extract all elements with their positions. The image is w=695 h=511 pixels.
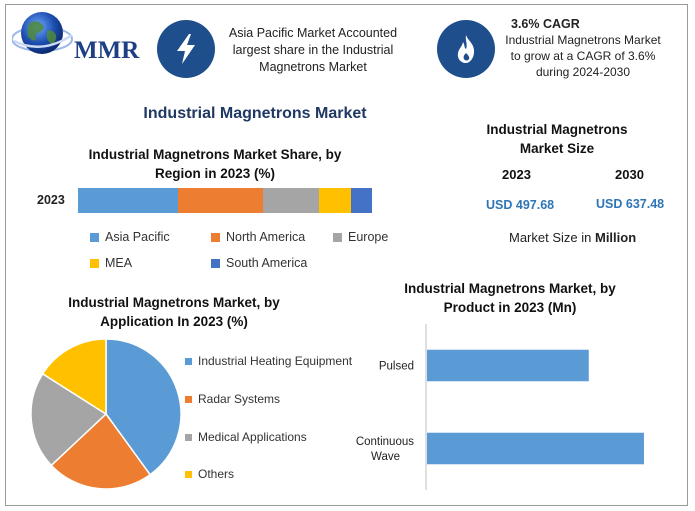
product-label-continuous-wave: Continuous Wave <box>356 436 414 463</box>
pie-slice-radar-systems <box>50 412 152 490</box>
legend-label: Asia Pacific <box>105 230 170 244</box>
legend-label: Others <box>198 467 235 481</box>
info1-line1: Asia Pacific Market Accounted <box>228 26 398 40</box>
application-title-line2: Application In 2023 (%) <box>100 314 248 329</box>
application-legend-medical-applications: Medical Applications <box>185 430 307 444</box>
legend-label: Radar Systems <box>198 392 281 406</box>
main-title: Industrial Magnetrons Market <box>143 105 367 122</box>
globe-icon <box>11 12 73 54</box>
market-size-note: Market Size in Million <box>509 230 636 245</box>
region-segment-north-america <box>177 188 264 213</box>
product-title-line1: Industrial Magnetrons Market, by <box>404 281 616 296</box>
legend-label: Medical Applications <box>198 430 307 444</box>
cagr-info: 3.6% CAGR Industrial Magnetrons Market t… <box>497 16 669 80</box>
info2-line1: Industrial Magnetrons Market <box>505 33 661 47</box>
lightning-icon <box>157 20 215 78</box>
product-bar-chart: Pulsed Continuous Wave <box>356 324 644 490</box>
info1-line2: largest share in the Industrial <box>232 43 394 57</box>
legend-label: North America <box>226 230 306 244</box>
legend-label: Europe <box>348 230 389 244</box>
legend-swatch <box>211 232 220 242</box>
pie-slice-medical-applications <box>30 372 108 467</box>
region-chart-title: Industrial Magnetrons Market Share, by R… <box>60 145 370 183</box>
logo-text: MMR <box>74 37 140 64</box>
legend-swatch <box>185 433 192 441</box>
region-year-label: 2023 <box>37 193 65 207</box>
cagr-title: 3.6% CAGR <box>511 17 580 31</box>
mmr-logo: MMR <box>11 9 142 64</box>
region-segment-asia-pacific <box>78 188 178 213</box>
legend-label: South America <box>226 256 308 270</box>
product-bar-pulsed <box>427 349 589 382</box>
application-title-line1: Industrial Magnetrons Market, by <box>68 295 280 310</box>
market-year-2023: 2023 <box>502 167 531 182</box>
region-segment-europe <box>263 188 320 213</box>
market-size-title-line2: Market Size <box>519 141 595 156</box>
region-title-line2: Region in 2023 (%) <box>154 166 276 181</box>
market-size-note-unit: Million <box>594 230 637 245</box>
region-segment-mea <box>319 188 352 213</box>
region-stacked-bar <box>78 188 372 213</box>
application-pie-chart <box>30 338 182 490</box>
application-chart-title: Industrial Magnetrons Market, by Applica… <box>38 293 310 331</box>
region-legend-asia-pacific: Asia Pacific <box>90 230 170 244</box>
legend-swatch <box>211 258 220 268</box>
market-size-title-line1: Industrial Magnetrons <box>486 122 628 137</box>
region-legend-north-america: North America <box>211 230 305 244</box>
application-legend-industrial-heating-equipment: Industrial Heating Equipment <box>185 354 352 368</box>
legend-swatch <box>185 470 192 478</box>
legend-swatch <box>333 232 342 242</box>
region-legend-europe: Europe <box>333 230 388 244</box>
flame-icon <box>437 20 495 78</box>
product-bar-continuous-wave <box>427 432 644 465</box>
info1-line3: Magnetrons Market <box>259 60 367 74</box>
market-size-note-prefix: Market Size in <box>509 230 595 245</box>
legend-swatch <box>90 258 99 268</box>
region-segment-south-america <box>351 188 372 213</box>
region-title-line1: Industrial Magnetrons Market Share, by <box>88 147 342 162</box>
legend-label: MEA <box>105 256 133 270</box>
product-label-pulsed: Pulsed <box>379 361 414 373</box>
pie-slice-industrial-heating-equipment <box>105 338 182 476</box>
legend-swatch <box>90 232 99 242</box>
pie-slice-others <box>41 338 107 416</box>
legend-label: Industrial Heating Equipment <box>198 354 353 368</box>
region-legend-south-america: South America <box>211 256 307 270</box>
market-value-2023: USD 497.68 <box>486 198 555 212</box>
product-title-line2: Product in 2023 (Mn) <box>443 300 577 315</box>
product-chart-title: Industrial Magnetrons Market, by Product… <box>385 279 635 317</box>
application-legend-radar-systems: Radar Systems <box>185 392 280 406</box>
info2-line2: to grow at a CAGR of 3.6% <box>510 49 656 63</box>
legend-swatch <box>185 395 192 403</box>
legend-swatch <box>185 357 192 365</box>
region-legend-mea: MEA <box>90 256 132 270</box>
application-legend-others: Others <box>185 467 234 481</box>
info2-line3: during 2024-2030 <box>535 65 631 79</box>
market-value-2030: USD 637.48 <box>596 197 665 211</box>
asia-pacific-info: Asia Pacific Market Accounted largest sh… <box>218 25 408 76</box>
market-year-2030: 2030 <box>615 167 644 182</box>
market-size-title: Industrial Magnetrons Market Size <box>468 120 646 158</box>
